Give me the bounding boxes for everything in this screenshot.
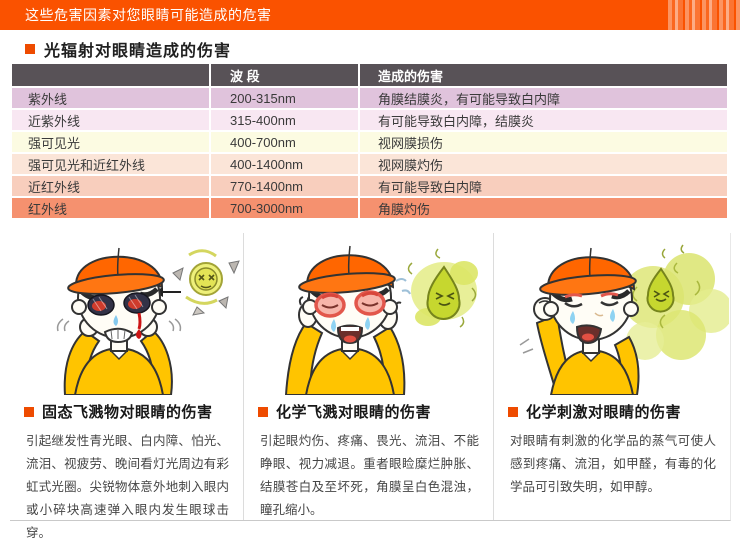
panel-chemical-vapor: 化学刺激对眼睛的伤害 对眼睛有刺激的化学品的蒸气可使人感到疼痛、流泪，如甲醛，有…: [493, 233, 730, 520]
panel-body-text: 引起眼灼伤、疼痛、畏光、流泪、不能睁眼、视力减退。重者眼睑糜烂肿胀、结膜苍白及至…: [260, 434, 479, 517]
section-title: 光辐射对眼睛造成的伤害: [44, 43, 232, 60]
panel-solid-splash: 固态飞溅物对眼睛的伤害 引起继发性青光眼、白内障、怕光、流泪、视疲劳、晚间看灯光…: [10, 233, 243, 540]
hazard-panels: 固态飞溅物对眼睛的伤害 引起继发性青光眼、白内障、怕光、流泪、视疲劳、晚间看灯光…: [10, 233, 731, 540]
cell-band: 315-400nm: [230, 112, 296, 128]
column-header-type: [12, 64, 209, 86]
crying-mouth: [575, 324, 603, 345]
panel-chemical-splash: 化学飞溅对眼睛的伤害 引起眼灼伤、疼痛、畏光、流泪、不能睁眼、视力减退。重者眼睑…: [243, 233, 493, 520]
toxic-vapor-cloud-icon: [622, 244, 729, 360]
cell-band: 400-1400nm: [230, 156, 303, 172]
table-row: 红外线 700-3000nm 角膜灼伤: [12, 198, 727, 218]
square-bullet-icon: [258, 406, 268, 417]
illustration-chemical-splash: [244, 233, 493, 395]
cell-type: 紫外线: [28, 91, 68, 107]
worker-figure: [56, 247, 181, 395]
cell-band: 400-700nm: [230, 134, 296, 150]
cell-type: 强可见光和近红外线: [28, 157, 146, 173]
illustration-chemical-vapor: [494, 233, 730, 395]
column-header-damage: 造成的伤害: [360, 64, 727, 86]
vapor-droplet-face: [646, 267, 675, 313]
panel-title-row: 固态飞溅物对眼睛的伤害: [24, 401, 243, 422]
crying-mouth: [336, 324, 364, 345]
table-row: 近红外线 770-1400nm 有可能导致白内障: [12, 176, 727, 196]
cell-damage: 角膜灼伤: [378, 201, 431, 217]
panel-title: 化学刺激对眼睛的伤害: [526, 404, 682, 421]
table-header-row: 波 段 造成的伤害: [12, 64, 727, 86]
cell-band: 700-3000nm: [230, 200, 303, 216]
cell-type: 近紫外线: [28, 113, 81, 129]
table-row: 强可见光和近红外线 400-1400nm 视网膜灼伤: [12, 154, 727, 174]
panel-title-row: 化学飞溅对眼睛的伤害: [258, 401, 493, 422]
worker-hit-by-chemical-splash-illustration: [284, 245, 478, 395]
panel-body-text: 引起继发性青光眼、白内障、怕光、流泪、视疲劳、晚间看灯光周边有彩虹式光圈。尖锐物…: [26, 434, 229, 540]
cell-band: 770-1400nm: [230, 178, 303, 194]
worker-figure: [284, 245, 411, 395]
square-bullet-icon: [25, 44, 35, 54]
cell-type: 红外线: [28, 201, 68, 217]
section-heading: 光辐射对眼睛造成的伤害: [25, 37, 231, 61]
cell-damage: 视网膜损伤: [378, 135, 444, 151]
page-title: 这些危害因素对您眼睛可能造成的危害: [25, 7, 272, 23]
square-bullet-icon: [24, 406, 34, 417]
flying-particle-icon: [171, 249, 240, 316]
top-banner: 这些危害因素对您眼睛可能造成的危害: [0, 0, 740, 30]
panel-title: 化学飞溅对眼睛的伤害: [276, 404, 432, 421]
swollen-red-eyes: [314, 290, 386, 318]
cell-damage: 视网膜灼伤: [378, 157, 444, 173]
cell-damage: 有可能导致白内障: [378, 179, 483, 195]
chemical-splash-icon: [407, 248, 478, 328]
closed-crying-eyes: [564, 292, 619, 308]
radiation-damage-table: 波 段 造成的伤害 紫外线 200-315nm 角膜结膜炎，有可能导致白内障 近…: [10, 62, 729, 220]
cell-type: 强可见光: [28, 135, 81, 151]
table-row: 紫外线 200-315nm 角膜结膜炎，有可能导致白内障: [12, 88, 727, 108]
worker-in-chemical-vapor-illustration: [519, 244, 729, 395]
panel-title-row: 化学刺激对眼睛的伤害: [508, 401, 730, 422]
square-bullet-icon: [508, 406, 518, 417]
column-header-band: 波 段: [211, 64, 358, 86]
panel-body-text: 对眼睛有刺激的化学品的蒸气可使人感到疼痛、流泪，如甲醛，有毒的化学品可引致失明，…: [510, 434, 716, 494]
cell-type: 近红外线: [28, 179, 81, 195]
worker-figure: [519, 247, 640, 395]
cell-damage: 有可能导致白内障，结膜炎: [378, 113, 535, 129]
illustration-solid-splash: [10, 233, 243, 395]
table-row: 强可见光 400-700nm 视网膜损伤: [12, 132, 727, 152]
table-row: 近紫外线 315-400nm 有可能导致白内障，结膜炎: [12, 110, 727, 130]
worker-hit-by-solid-particles-illustration: [56, 247, 240, 395]
cell-damage: 角膜结膜炎，有可能导致白内障: [378, 91, 561, 107]
cell-band: 200-315nm: [230, 90, 296, 106]
banner-stripes-decoration: [666, 0, 740, 30]
panel-title: 固态飞溅物对眼睛的伤害: [42, 404, 213, 421]
